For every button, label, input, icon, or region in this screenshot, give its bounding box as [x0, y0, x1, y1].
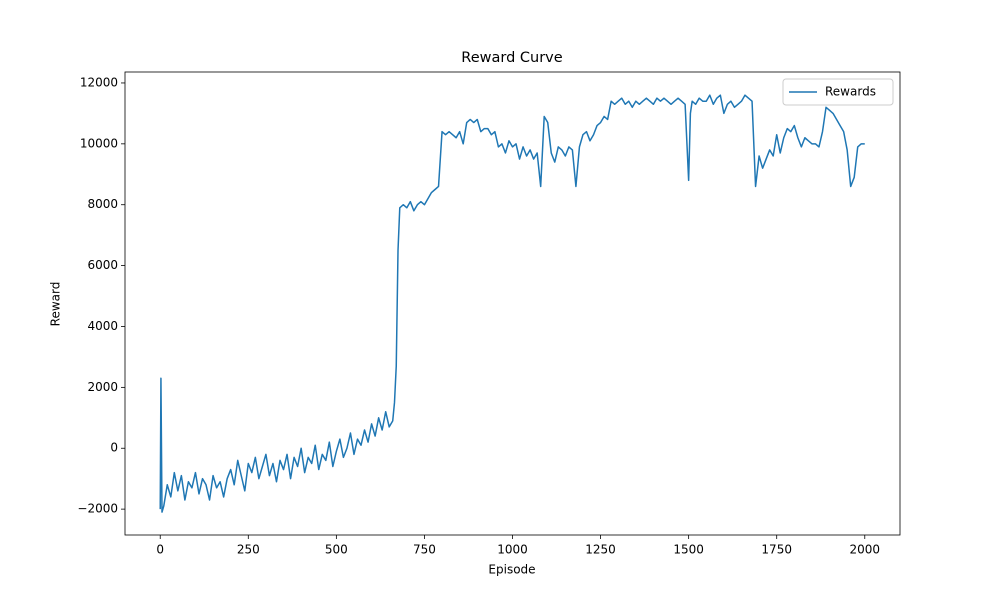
legend-label: Rewards — [825, 85, 876, 99]
y-tick-label: −2000 — [77, 502, 118, 516]
x-tick-label: 1000 — [497, 543, 528, 557]
y-tick-label: 10000 — [80, 136, 118, 150]
y-axis-label: Reward — [49, 282, 63, 327]
x-tick-label: 0 — [156, 543, 164, 557]
line-series — [159, 94, 865, 513]
legend-box — [782, 78, 894, 106]
x-tick-label: 2000 — [849, 543, 880, 557]
x-tick-label: 1750 — [761, 543, 792, 557]
x-tick-label: 500 — [325, 543, 348, 557]
x-tick-label: 250 — [237, 543, 260, 557]
x-tick-label: 750 — [413, 543, 436, 557]
y-tick-label: 8000 — [87, 197, 118, 211]
plot-frame — [124, 71, 901, 536]
chart-title: Reward Curve — [461, 50, 562, 66]
y-tick-label: 0 — [110, 441, 118, 455]
y-tick-label: 6000 — [87, 258, 118, 272]
x-tick-label: 1500 — [673, 543, 704, 557]
x-tick-label: 1250 — [585, 543, 616, 557]
x-axis-label: Episode — [488, 563, 535, 577]
y-tick-label: 4000 — [87, 319, 118, 333]
y-tick-label: 12000 — [80, 75, 118, 89]
y-tick-label: 2000 — [87, 380, 118, 394]
